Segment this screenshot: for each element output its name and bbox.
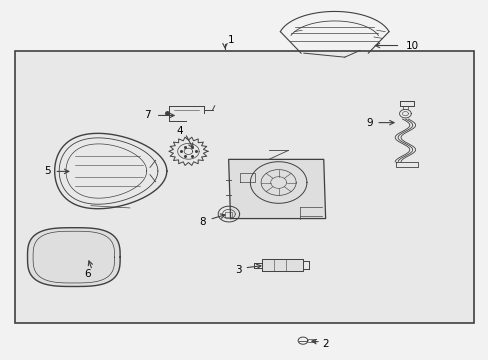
Text: 7: 7 (144, 111, 151, 121)
Text: 1: 1 (227, 35, 234, 45)
Bar (15, 51, 473, 323)
Text: 4: 4 (176, 126, 183, 135)
Text: 8: 8 (199, 217, 206, 227)
Polygon shape (228, 159, 325, 219)
Text: 10: 10 (405, 41, 418, 50)
Polygon shape (261, 259, 303, 271)
Text: 5: 5 (44, 166, 51, 176)
Polygon shape (27, 228, 120, 287)
Text: 6: 6 (84, 269, 91, 279)
Text: 3: 3 (234, 265, 241, 275)
Text: 9: 9 (366, 118, 372, 128)
Text: 2: 2 (322, 338, 328, 348)
